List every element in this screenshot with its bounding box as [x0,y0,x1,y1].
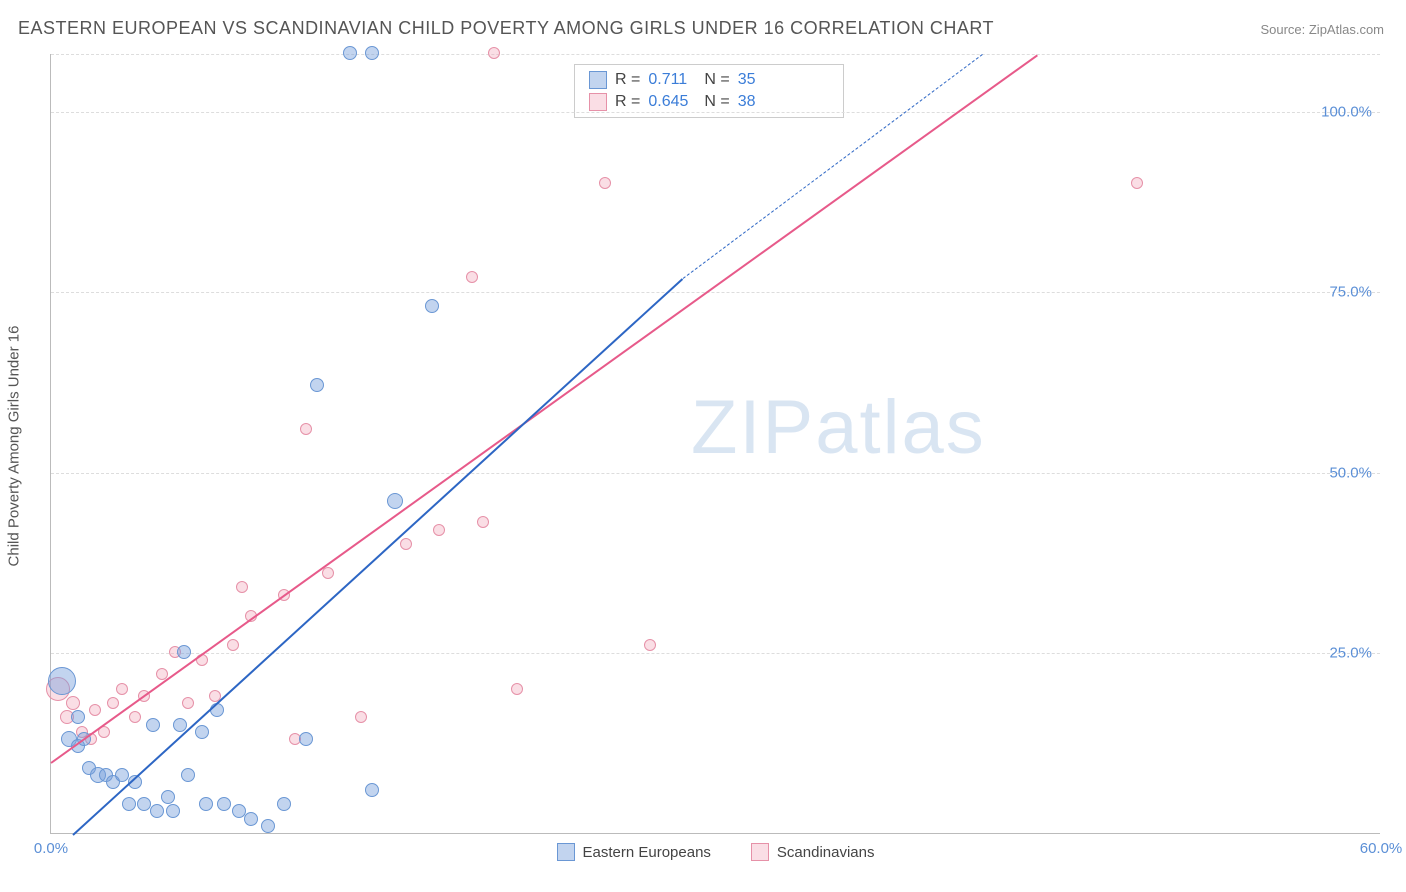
scatter-point-pink [511,683,523,695]
y-tick-label: 75.0% [1329,284,1372,301]
legend-swatch [589,71,607,89]
scatter-point-blue [166,804,180,818]
regression-line-blue [72,278,683,836]
legend-swatch [751,843,769,861]
stat-n-value: 35 [738,71,786,89]
scatter-point-blue [277,797,291,811]
legend-swatch [557,843,575,861]
scatter-point-blue [261,819,275,833]
scatter-point-blue [146,718,160,732]
gridline [51,653,1380,654]
scatter-point-pink [644,639,656,651]
scatter-point-blue [365,783,379,797]
gridline [51,473,1380,474]
legend-label: Eastern Europeans [583,844,711,861]
source-label: Source: ZipAtlas.com [1260,22,1384,37]
stat-n-value: 38 [738,93,786,111]
regression-line-pink [50,54,1038,763]
scatter-point-blue [48,667,76,695]
scatter-point-pink [236,581,248,593]
scatter-point-pink [300,423,312,435]
scatter-point-blue [217,797,231,811]
bottom-legend: Eastern Europeans Scandinavians [557,843,875,861]
scatter-point-blue [199,797,213,811]
scatter-point-blue [425,299,439,313]
scatter-point-pink [433,524,445,536]
scatter-point-blue [343,46,357,60]
scatter-point-blue [310,378,324,392]
scatter-point-pink [182,697,194,709]
y-axis-label: Child Poverty Among Girls Under 16 [6,326,23,567]
scatter-point-pink [322,567,334,579]
scatter-point-pink [116,683,128,695]
scatter-point-blue [181,768,195,782]
scatter-point-blue [177,645,191,659]
legend-label: Scandinavians [777,844,875,861]
chart-title: EASTERN EUROPEAN VS SCANDINAVIAN CHILD P… [18,18,994,39]
scatter-point-blue [122,797,136,811]
scatter-point-pink [477,516,489,528]
scatter-point-blue [137,797,151,811]
scatter-point-pink [599,177,611,189]
scatter-point-blue [365,46,379,60]
stat-r-label: R = [615,93,640,111]
stat-row: R = 0.645 N = 38 [575,91,843,113]
scatter-point-pink [66,696,80,710]
legend-item: Eastern Europeans [557,843,711,861]
scatter-point-blue [387,493,403,509]
stat-r-value: 0.711 [648,71,696,89]
y-tick-label: 25.0% [1329,645,1372,662]
watermark: ZIPatlas [691,384,986,471]
gridline [51,112,1380,113]
y-tick-label: 100.0% [1321,103,1372,120]
stat-r-value: 0.645 [648,93,696,111]
scatter-point-pink [227,639,239,651]
scatter-point-pink [466,271,478,283]
x-tick-label: 0.0% [34,840,68,857]
scatter-point-blue [115,768,129,782]
y-tick-label: 50.0% [1329,464,1372,481]
gridline [51,54,1380,55]
scatter-point-pink [400,538,412,550]
plot-area: ZIPatlas R =0.711N =35R =0.645N =38 East… [50,54,1380,834]
scatter-point-pink [129,711,141,723]
scatter-point-blue [195,725,209,739]
scatter-point-blue [173,718,187,732]
gridline [51,292,1380,293]
scatter-point-blue [71,710,85,724]
stat-row: R = 0.711 N = 35 [575,69,843,91]
scatter-point-pink [488,47,500,59]
scatter-point-pink [89,704,101,716]
scatter-point-blue [244,812,258,826]
stat-r-label: R = [615,71,640,89]
scatter-point-pink [355,711,367,723]
stat-box: R = 0.711 N = 35 R = 0.645 N = 38 [574,64,844,118]
legend-swatch [589,93,607,111]
x-tick-label: 60.0% [1360,840,1403,857]
scatter-point-blue [299,732,313,746]
scatter-point-pink [1131,177,1143,189]
scatter-point-blue [150,804,164,818]
stat-n-label: N = [704,93,729,111]
scatter-point-blue [161,790,175,804]
legend-item: Scandinavians [751,843,875,861]
scatter-point-pink [107,697,119,709]
stat-n-label: N = [704,71,729,89]
